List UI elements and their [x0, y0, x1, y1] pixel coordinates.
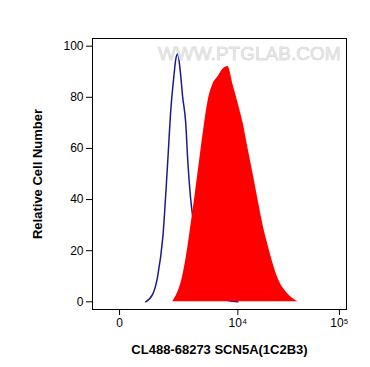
svg-text:20: 20 [70, 244, 84, 258]
svg-text:Relative Cell Number: Relative Cell Number [30, 109, 45, 239]
svg-text:0: 0 [116, 316, 123, 330]
svg-text:WWW.PTGLAB.COM: WWW.PTGLAB.COM [158, 43, 341, 64]
svg-text:CL488-68273 SCN5A(1C2B3): CL488-68273 SCN5A(1C2B3) [131, 342, 307, 357]
svg-text:40: 40 [70, 192, 84, 206]
svg-text:10⁵: 10⁵ [330, 316, 348, 330]
svg-text:80: 80 [70, 90, 84, 104]
svg-text:10⁴: 10⁴ [229, 316, 248, 330]
svg-text:60: 60 [70, 141, 84, 155]
svg-text:100: 100 [63, 39, 83, 53]
svg-text:0: 0 [77, 295, 84, 309]
